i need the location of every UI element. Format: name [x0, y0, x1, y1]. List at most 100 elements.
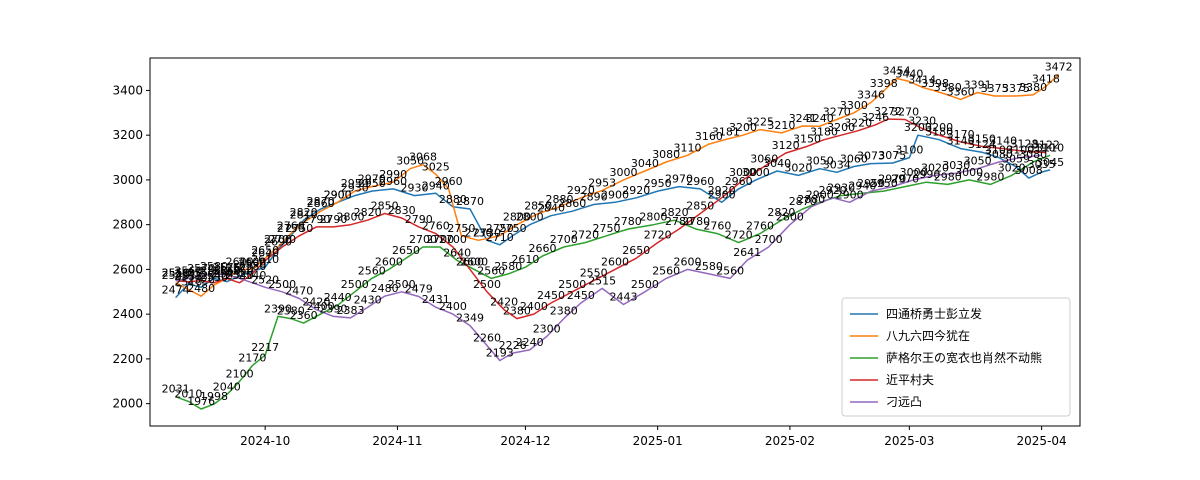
x-tick-label: 2024-10: [240, 434, 290, 448]
legend-entry-label: 近平村夫: [886, 373, 934, 387]
data-point-label: 3270: [823, 106, 851, 119]
data-point-label: 2760: [277, 220, 305, 233]
data-point-label: 2900: [836, 188, 864, 201]
data-point-label: 2920: [819, 184, 847, 197]
data-point-label: 2500: [388, 278, 416, 291]
data-point-label: 2641: [733, 246, 761, 259]
data-point-label: 2860: [307, 197, 335, 210]
data-point-label: 2420: [302, 296, 330, 309]
data-point-label: 2780: [665, 215, 693, 228]
data-point-label: 2900: [324, 188, 352, 201]
series-line-3: [175, 154, 1051, 410]
data-point-label: 2500: [341, 278, 369, 291]
data-point-label: 3230: [908, 115, 936, 128]
y-axis: 2000 2200 2400 2600 2800 3000 3200 3400: [112, 83, 150, 411]
data-point-label: 2750: [593, 222, 621, 235]
data-point-label: 2560: [213, 264, 241, 277]
data-point-label: 2550: [580, 267, 608, 280]
data-point-label: 2880: [439, 193, 467, 206]
data-point-label: 3068: [409, 151, 437, 164]
data-point-label: 2600: [456, 255, 484, 268]
y-tick-label: 2000: [112, 397, 143, 411]
data-point-label: 2380: [550, 305, 578, 318]
legend-entry-label: 四通桥勇士彭立发: [886, 306, 982, 321]
data-point-label: 2600: [460, 255, 488, 268]
x-tick-label: 2024-11: [372, 434, 422, 448]
data-point-label: 2474: [162, 284, 190, 297]
data-point-label: 3170: [947, 128, 975, 141]
data-point-label: 2500: [558, 278, 586, 291]
data-point-label: 2920: [622, 184, 650, 197]
data-point-label: 2790: [302, 213, 330, 226]
data-point-label: 2820: [661, 206, 689, 219]
data-point-label: 3045: [1036, 156, 1064, 169]
data-point-label: 3075: [878, 149, 906, 162]
data-point-label: 2550: [187, 267, 215, 280]
data-point-label: 2820: [767, 206, 795, 219]
data-point-label: 2860: [558, 197, 586, 210]
data-point-label: 2031: [162, 383, 190, 396]
data-point-label: 2970: [358, 173, 386, 186]
data-point-label: 2540: [200, 269, 228, 282]
data-point-label: 3120: [772, 139, 800, 152]
data-point-label: 2360: [290, 309, 318, 322]
data-point-label: 2610: [511, 253, 539, 266]
data-point-label: 3040: [763, 157, 791, 170]
data-point-label: 3080: [1019, 148, 1047, 161]
data-point-label: 2100: [226, 367, 254, 380]
legend-entry-label: 八九六四今犹在: [886, 328, 970, 343]
data-point-label: 3200: [925, 121, 953, 134]
series-line-4: [175, 118, 1046, 320]
data-point-label: 3225: [746, 116, 774, 129]
data-point-label: 2760: [746, 220, 774, 233]
data-point-label: 2950: [341, 177, 369, 190]
data-point-label: 3025: [422, 160, 450, 173]
data-point-label: 3380: [934, 81, 962, 94]
plot-frame: [149, 57, 1081, 427]
data-point-label: 2900: [601, 188, 629, 201]
data-point-label: 2970: [878, 173, 906, 186]
data-point-label: 2260: [473, 332, 501, 345]
data-point-label: 2850: [686, 200, 714, 213]
legend-entry-label: 萨格尔王の宽衣也肖然不动熊: [886, 350, 1042, 365]
data-point-label: 3000: [955, 166, 983, 179]
legend-box: [841, 297, 1071, 417]
data-point-label: 3020: [998, 161, 1026, 174]
data-point-label: 3030: [942, 159, 970, 172]
data-point-label: 3272: [874, 105, 902, 118]
x-tick-label: 2025-04: [1017, 434, 1067, 448]
data-point-label: 2820: [290, 206, 318, 219]
data-point-label: 3240: [806, 112, 834, 125]
data-point-label: 2700: [426, 233, 454, 246]
data-point-label: 3200: [729, 121, 757, 134]
data-point-label: 3008: [1015, 164, 1043, 177]
data-point-label: 2545: [174, 268, 202, 281]
x-tick-label: 2025-02: [765, 434, 815, 448]
data-point-label: 2800: [337, 211, 365, 224]
data-point-label: 2610: [251, 253, 279, 266]
data-point-label: 3110: [1036, 141, 1064, 154]
data-point-label: 3380: [1019, 81, 1047, 94]
data-point-label: 2600: [674, 255, 702, 268]
data-point-label: 2700: [268, 233, 296, 246]
data-point-label: 3150: [968, 132, 996, 145]
data-point-label: 2300: [533, 323, 561, 336]
data-point-label: 3440: [895, 68, 923, 81]
data-point-label: 3100: [1006, 144, 1034, 157]
data-point-label: 2479: [405, 283, 433, 296]
data-point-label: 2570: [187, 262, 215, 275]
data-point-label: 3000: [742, 166, 770, 179]
data-point-label: 2580: [200, 260, 228, 273]
data-point-label: 2700: [550, 233, 578, 246]
x-axis: 2024-10 2024-11 2024-12 2025-01 2025-02 2025-…: [240, 426, 1067, 448]
data-point-label: 2520: [187, 273, 215, 286]
data-point-label: 2950: [857, 177, 885, 190]
y-tick-label: 2800: [112, 218, 143, 232]
data-point-label: 2750: [285, 222, 313, 235]
data-point-label: 3200: [904, 121, 932, 134]
data-point-label: 3246: [861, 111, 889, 124]
x-tick-label: 2025-01: [633, 434, 683, 448]
data-point-label: 2040: [213, 381, 241, 394]
data-point-label: 2226: [499, 339, 527, 352]
data-point-label: 2870: [307, 195, 335, 208]
